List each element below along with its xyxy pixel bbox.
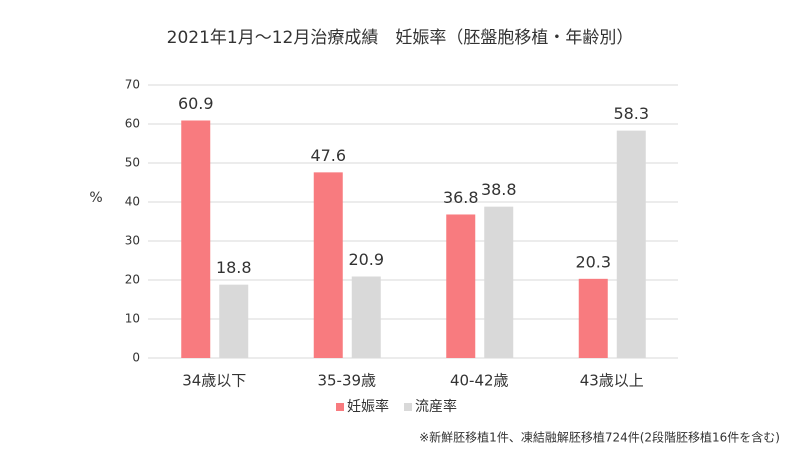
- data-label: 47.6: [310, 146, 346, 165]
- y-tick-label: 20: [125, 273, 140, 287]
- data-label: 60.9: [178, 94, 214, 113]
- bar: [351, 276, 381, 358]
- x-tick-label: 35-39歳: [317, 372, 376, 390]
- data-label: 58.3: [613, 104, 649, 123]
- bar: [446, 214, 476, 358]
- x-tick-label: 40-42歳: [450, 372, 509, 390]
- data-label: 36.8: [443, 188, 479, 207]
- y-tick-label: 70: [125, 78, 140, 92]
- legend-swatch: [336, 403, 344, 411]
- y-tick-label: 10: [125, 312, 140, 326]
- bar: [181, 120, 211, 359]
- footnote: ※新鮮胚移植1件、凍結融解胚移植724件(2段階胚移植16件を含む): [419, 430, 780, 445]
- y-tick-label: 60: [125, 117, 140, 131]
- x-tick-label: 34歳以下: [182, 372, 246, 390]
- bar: [616, 130, 646, 358]
- data-label: 20.9: [348, 250, 384, 269]
- y-tick-label: 30: [125, 234, 140, 248]
- legend-label: 妊娠率: [347, 398, 389, 415]
- legend-swatch: [404, 403, 412, 411]
- legend-label: 流産率: [415, 398, 457, 415]
- data-label: 38.8: [481, 180, 517, 199]
- bar: [219, 284, 249, 358]
- bar: [313, 172, 343, 358]
- y-tick-label: 40: [125, 195, 140, 209]
- bar: [484, 206, 514, 358]
- data-label: 20.3: [575, 252, 611, 271]
- bar: [578, 278, 608, 358]
- y-tick-label: 0: [132, 351, 140, 365]
- y-tick-label: 50: [125, 156, 140, 170]
- y-axis-label: %: [89, 190, 102, 206]
- x-tick-label: 43歳以上: [580, 372, 644, 390]
- data-label: 18.8: [216, 258, 252, 277]
- chart-title: 2021年1月～12月治療成績 妊娠率（胚盤胞移植・年齢別）: [167, 28, 634, 48]
